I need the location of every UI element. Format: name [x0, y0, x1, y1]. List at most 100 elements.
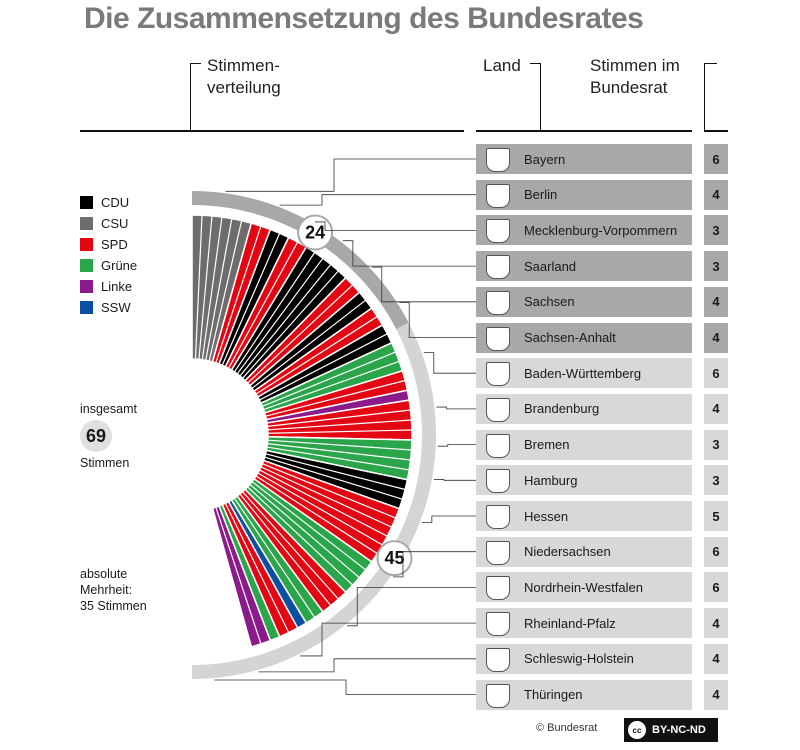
state-row: Niedersachsen 6 — [476, 536, 736, 567]
legend: CDU CSU SPD Grüne Linke SSW — [80, 192, 137, 318]
state-votes: 4 — [704, 179, 728, 210]
outer-band-dark — [192, 191, 409, 330]
coat-of-arms-icon — [486, 219, 510, 244]
chart-segment-2 — [218, 228, 290, 368]
vote-divider-66 — [201, 510, 223, 654]
state-votes: 3 — [704, 251, 728, 282]
header-state: Land — [483, 56, 521, 75]
header-votes: Stimmen im Bundesrat — [590, 55, 680, 99]
vote-divider-27 — [263, 360, 400, 411]
vote-divider-56 — [233, 497, 316, 618]
chart-segment-21 — [218, 503, 281, 642]
state-name: Nordrhein-Westfalen — [524, 579, 643, 595]
vote-divider-31 — [266, 399, 410, 424]
state-votes: 6 — [704, 572, 728, 603]
vote-divider-4 — [205, 218, 233, 361]
chart-segment-4 — [230, 245, 347, 382]
coat-of-arms-icon — [486, 397, 510, 422]
state-name-box: Rheinland-Pfalz — [476, 608, 692, 639]
state-votes: 4 — [704, 322, 728, 353]
coat-of-arms-icon — [486, 326, 510, 351]
state-votes: 5 — [704, 501, 728, 531]
total-label-top: insgesamt — [80, 402, 137, 416]
vote-divider-23 — [257, 324, 383, 398]
state-votes: 3 — [704, 215, 728, 246]
leader-line-3 — [342, 240, 476, 267]
vote-divider-7 — [215, 225, 262, 364]
vote-divider-15 — [239, 263, 332, 377]
state-name: Berlin — [524, 187, 558, 203]
legend-item-spd: SPD — [80, 234, 137, 255]
chart-segment-3 — [224, 236, 308, 372]
state-name-box: Bremen — [476, 429, 692, 460]
leader-line-5 — [399, 302, 476, 338]
vote-divider-44 — [260, 466, 392, 528]
leader-line-10 — [421, 515, 476, 524]
vote-divider-43 — [262, 463, 396, 519]
vote-divider-37 — [267, 443, 411, 461]
state-name-box: Baden-Württemberg — [476, 358, 692, 389]
state-name-box: Saarland — [476, 251, 692, 282]
vote-divider-25 — [260, 342, 392, 404]
vote-divider-12 — [230, 246, 307, 371]
chart-segment-19 — [227, 498, 308, 629]
chart-segment-16 — [244, 477, 373, 594]
vote-divider-10 — [224, 237, 290, 368]
leader-line-14 — [258, 658, 476, 673]
state-name: Bremen — [524, 437, 570, 453]
vote-divider-9 — [221, 232, 281, 366]
state-row: Sachsen 4 — [476, 286, 736, 317]
bracket-state — [530, 63, 541, 132]
chart-segment-11 — [265, 389, 411, 424]
leader-line-0 — [225, 158, 476, 192]
vote-divider-60 — [221, 504, 281, 638]
coat-of-arms-icon — [486, 612, 510, 637]
total-value: 69 — [80, 420, 112, 452]
legend-label: CSU — [101, 216, 129, 231]
vote-divider-59 — [224, 502, 290, 633]
legend-item-grüne: Grüne — [80, 255, 137, 276]
count-badge-light-circle — [376, 540, 413, 577]
state-votes: 4 — [704, 286, 728, 317]
vote-divider-34 — [267, 429, 412, 434]
state-name: Rheinland-Pfalz — [524, 615, 616, 631]
legend-label: SPD — [101, 237, 128, 252]
majority-block: absolute Mehrheit: 35 Stimmen — [80, 566, 200, 614]
vote-divider-53 — [242, 491, 339, 600]
chart-segment-1 — [211, 222, 272, 365]
chart-segment-14 — [262, 449, 409, 510]
state-row: Sachsen-Anhalt 4 — [476, 322, 736, 353]
cc-icon: cc — [628, 721, 646, 739]
header-distribution-label: Stimmen-verteilung — [207, 56, 281, 97]
leader-line-6 — [423, 352, 476, 374]
legend-label: Grüne — [101, 258, 138, 273]
state-row: Mecklenburg-Vorpommern 3 — [476, 215, 736, 246]
state-votes: 4 — [704, 643, 728, 674]
state-votes: 4 — [704, 393, 728, 424]
vote-divider-33 — [267, 419, 412, 431]
vote-divider-22 — [255, 315, 378, 395]
coat-of-arms-icon — [486, 255, 510, 280]
state-name-box: Sachsen-Anhalt — [476, 322, 692, 353]
vote-divider-36 — [267, 439, 412, 451]
state-votes: 4 — [704, 679, 728, 710]
vote-divider-2 — [198, 215, 213, 360]
coat-of-arms-icon — [486, 647, 510, 672]
state-name: Thüringen — [524, 687, 583, 702]
vote-divider-30 — [266, 389, 408, 421]
vote-divider-11 — [227, 241, 299, 369]
chart-segment-7 — [253, 307, 384, 399]
state-name: Bayern — [524, 151, 566, 167]
page-title: Die Zusammensetzung des Bundesrates — [84, 2, 644, 35]
leader-line-7 — [436, 406, 476, 410]
vote-divider-21 — [253, 307, 373, 392]
legend-label: CDU — [101, 195, 130, 210]
legend-swatch — [80, 217, 93, 230]
vote-divider-14 — [236, 257, 324, 375]
state-votes: 3 — [704, 429, 728, 460]
state-name-box: Hessen — [476, 501, 692, 531]
chart-segment-0 — [191, 214, 253, 363]
coat-of-arms-icon — [486, 540, 510, 565]
vote-divider-3 — [201, 216, 223, 360]
vote-divider-24 — [259, 333, 388, 401]
